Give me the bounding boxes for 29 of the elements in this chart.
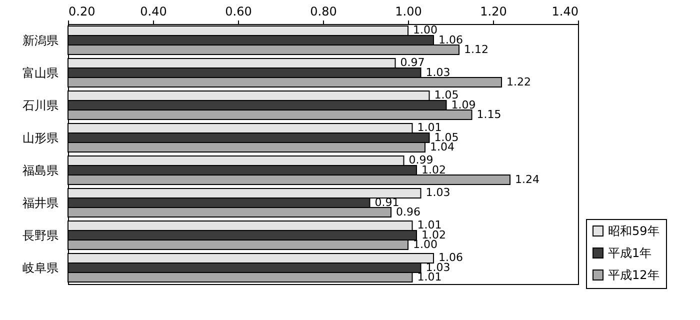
legend-label: 平成1年	[608, 246, 652, 260]
data-label: 0.97	[400, 56, 425, 70]
y-tick-label: 岐阜県	[22, 260, 58, 275]
y-tick-label: 富山県	[22, 66, 58, 80]
y-tick-label: 長野県	[22, 228, 58, 242]
data-label: 1.06	[438, 33, 463, 46]
data-label: 1.03	[426, 186, 450, 200]
y-tick-label: 新潟県	[22, 33, 58, 48]
legend-label: 昭和59年	[608, 224, 660, 238]
x-tick-label: 1.00	[395, 4, 422, 18]
data-label: 1.12	[464, 42, 488, 56]
data-label: 1.22	[506, 75, 531, 88]
x-tick-label: 0.40	[140, 4, 167, 18]
data-label: 0.96	[396, 205, 420, 218]
y-tick-label: 福井県	[22, 196, 58, 210]
data-label: 1.15	[476, 108, 502, 121]
data-label: 1.03	[426, 66, 450, 79]
y-tick-label: 山形県	[22, 130, 58, 145]
data-label: 1.24	[515, 172, 540, 186]
legend-label: 平成12年	[608, 268, 660, 282]
x-tick-label: 1.20	[480, 4, 507, 18]
x-tick-label: 1.40	[552, 4, 578, 18]
y-tick-label: 石川県	[22, 98, 58, 112]
x-tick-label: 0.80	[310, 4, 337, 18]
x-tick-label: 0.60	[225, 4, 252, 18]
data-label: 1.01	[417, 270, 442, 284]
y-tick-label: 福島県	[22, 163, 58, 178]
x-tick-label: 0.20	[68, 4, 96, 18]
data-label: 1.00	[413, 24, 438, 37]
